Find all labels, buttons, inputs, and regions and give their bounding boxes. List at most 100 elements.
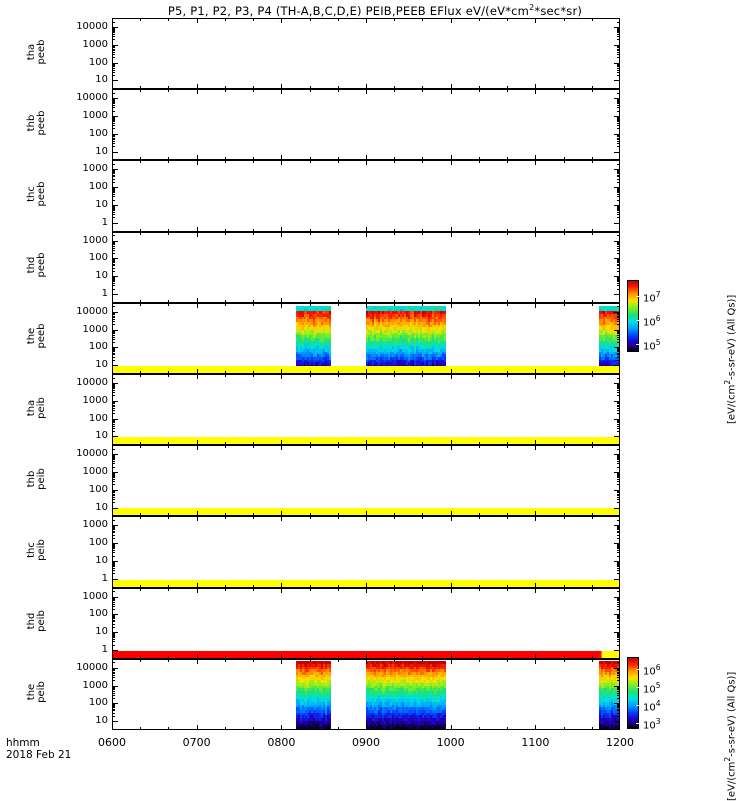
y-tick-label: 1000 <box>82 519 108 531</box>
x-minor-tick <box>422 228 424 232</box>
y-minor-tick-right <box>617 618 620 620</box>
y-minor-tick-right <box>617 163 620 165</box>
x-minor-tick <box>253 445 255 449</box>
x-tick-mark <box>535 587 537 593</box>
x-minor-tick <box>507 445 509 449</box>
x-minor-tick <box>591 299 593 303</box>
y-tick-label: 10 <box>95 626 108 638</box>
y-minor-tick <box>112 641 115 643</box>
x-tick-mark <box>281 369 283 374</box>
electron-eflux-colorbar[interactable] <box>627 280 639 352</box>
x-tick-mark <box>450 516 452 522</box>
y-minor-tick-right <box>617 422 620 424</box>
y-minor-tick <box>112 384 115 386</box>
y-minor-tick-right <box>617 194 620 196</box>
ion-eflux-colorbar[interactable] <box>627 657 639 729</box>
x-tick-mark <box>366 155 367 161</box>
y-minor-tick <box>112 472 115 474</box>
x-minor-tick <box>168 445 170 449</box>
x-tick-mark <box>281 587 283 593</box>
x-tick-label: 0900 <box>352 736 380 749</box>
y-minor-tick <box>112 694 115 696</box>
x-tick-mark <box>112 374 113 379</box>
x-tick-mark <box>196 18 198 23</box>
y-minor-tick-right <box>617 484 620 486</box>
y-minor-tick <box>112 217 115 219</box>
y-minor-tick <box>112 427 115 429</box>
x-tick-mark <box>619 445 620 451</box>
x-minor-tick <box>253 442 255 446</box>
y-minor-tick-right <box>617 28 620 30</box>
y-minor-tick-right <box>617 477 620 479</box>
y-minor-tick <box>112 252 115 254</box>
y-minor-tick-right <box>617 50 620 52</box>
panel-tha-peeb[interactable] <box>112 18 620 90</box>
y-minor-tick <box>112 29 115 31</box>
panel-thb-peeb[interactable] <box>112 89 620 161</box>
colorbar-tick-mantissa: 10 <box>643 684 656 696</box>
y-minor-tick <box>112 348 115 350</box>
x-minor-tick <box>140 727 142 730</box>
y-minor-tick <box>112 383 115 385</box>
y-minor-tick <box>112 263 115 265</box>
panel-thb-peib[interactable] <box>112 445 620 517</box>
y-minor-tick <box>112 710 115 712</box>
y-tick-label: 10000 <box>76 305 108 317</box>
y-tick-mark-right <box>614 507 620 509</box>
x-minor-tick <box>394 513 396 517</box>
y-tick-label: 1000 <box>82 109 108 121</box>
x-minor-tick <box>337 584 339 588</box>
y-minor-tick-right <box>617 707 620 709</box>
x-minor-tick <box>140 516 142 520</box>
y-minor-tick-right <box>617 338 620 340</box>
y-minor-tick <box>112 455 115 457</box>
panel-thc-peeb[interactable] <box>112 160 620 232</box>
panel-the-peib[interactable] <box>112 658 620 730</box>
y-tick-mark-right <box>614 596 620 598</box>
y-minor-tick-right <box>617 334 620 336</box>
x-tick-label: 1000 <box>436 736 465 749</box>
x-tick-mark <box>450 369 452 374</box>
panel-thd-peeb[interactable] <box>112 231 620 303</box>
x-minor-tick <box>394 584 396 588</box>
x-minor-tick <box>168 86 170 90</box>
y-minor-tick-right <box>617 21 620 23</box>
panel-the-peeb[interactable] <box>112 302 620 374</box>
y-minor-tick <box>112 490 115 492</box>
x-tick-mark <box>281 374 283 379</box>
x-minor-tick <box>337 658 339 662</box>
y-minor-tick <box>112 573 115 575</box>
x-minor-tick <box>337 442 339 446</box>
y-minor-tick-right <box>617 278 620 280</box>
y-minor-tick-right <box>617 137 620 139</box>
y-minor-tick <box>112 477 115 479</box>
y-minor-tick-right <box>617 29 620 31</box>
x-tick-mark <box>112 582 113 588</box>
x-minor-tick <box>309 157 311 161</box>
y-axis-label-thc-peeb: thc peeb <box>26 164 47 224</box>
y-minor-tick-right <box>617 107 620 109</box>
y-minor-tick-right <box>617 694 620 696</box>
y-minor-tick-right <box>617 354 620 356</box>
x-minor-tick <box>563 442 565 446</box>
y-minor-tick-right <box>617 211 620 213</box>
panel-thc-peib[interactable] <box>112 516 620 588</box>
y-minor-tick-right <box>617 116 620 118</box>
x-tick-mark <box>535 374 537 379</box>
y-minor-tick <box>112 36 115 38</box>
x-minor-tick <box>507 160 509 164</box>
panel-tha-peib[interactable] <box>112 374 620 446</box>
x-tick-mark <box>619 89 620 95</box>
colorbar-gradient <box>628 281 638 351</box>
x-minor-tick <box>591 160 593 164</box>
y-minor-tick <box>112 386 115 388</box>
panel-thd-peib[interactable] <box>112 587 620 659</box>
y-minor-tick <box>112 461 115 463</box>
y-axis-label-line2: peeb <box>36 181 47 207</box>
y-minor-tick <box>112 206 115 208</box>
x-tick-mark <box>281 725 283 730</box>
y-minor-tick <box>112 66 115 68</box>
y-tick-mark-right <box>614 703 620 705</box>
y-minor-tick <box>112 67 115 69</box>
y-minor-tick-right <box>617 644 620 646</box>
